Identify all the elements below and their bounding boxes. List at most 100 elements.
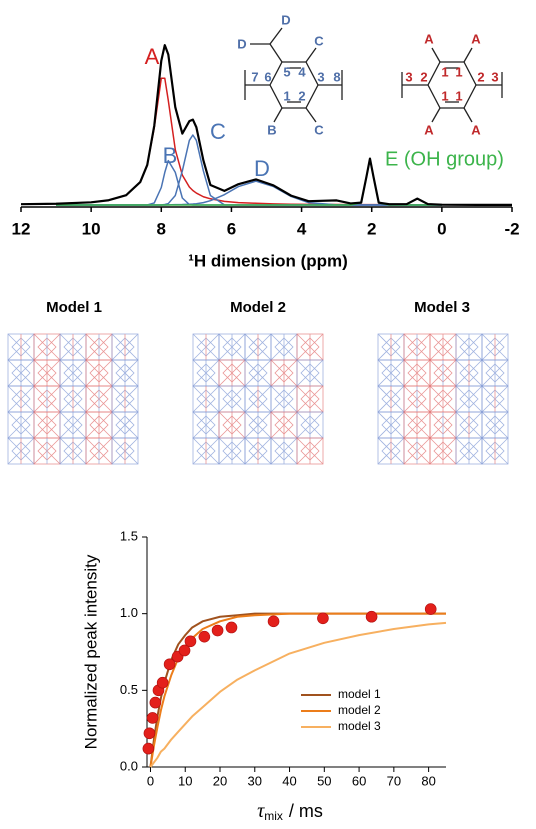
x-axis-label: τmix / ms (257, 800, 323, 824)
atom-label: 2 (420, 69, 427, 84)
lattice-cell (481, 359, 509, 387)
lattice-cell (377, 359, 405, 387)
lattice-cell (59, 411, 87, 439)
lattice-cell (85, 411, 113, 439)
lattice-cell (59, 437, 87, 465)
x-tick-label: 50 (317, 773, 331, 788)
lattice-cell (296, 333, 324, 361)
lattice-cell (429, 411, 457, 439)
lattice-cell (33, 385, 61, 413)
data-point (424, 603, 437, 615)
lattice-cell (377, 437, 405, 465)
spectrum-line (56, 180, 442, 206)
lattice-cell (59, 359, 87, 387)
model-line (149, 612, 446, 768)
x-axis-label: ¹H dimension (ppm) (188, 251, 348, 270)
lattice-cell (218, 385, 246, 413)
peak-label: E (OH group) (385, 148, 504, 170)
lattice-cell (218, 333, 246, 361)
x-tick-label: 4 (297, 219, 307, 238)
lattice-cell (270, 333, 298, 361)
lattice-cell (7, 411, 35, 439)
lattice-cell (192, 385, 220, 413)
atom-label: A (424, 122, 434, 137)
lattice-cell (377, 385, 405, 413)
lattice-cell (377, 333, 405, 361)
lattice-cell (377, 411, 405, 439)
legend-label: model 1 (338, 687, 381, 701)
lattice-cell (244, 385, 272, 413)
peak-label: C (210, 119, 226, 144)
y-tick-label: 0.0 (120, 758, 138, 773)
lattice-cell (218, 359, 246, 387)
peak-label: B (163, 143, 178, 168)
data-point (267, 615, 280, 628)
data-point (365, 610, 378, 623)
model-title: Model 1 (46, 299, 102, 316)
lattice-cell (7, 385, 35, 413)
lattice-cell (111, 333, 139, 361)
x-tick-label: 70 (387, 773, 401, 788)
lattice-cell (111, 385, 139, 413)
spectrum-line (20, 44, 512, 206)
atom-label: 4 (298, 64, 306, 79)
data-point (156, 676, 169, 689)
data-point (178, 644, 191, 657)
lattice-cell (429, 359, 457, 387)
x-tick-label: 80 (421, 773, 435, 788)
x-tick-label: 0 (147, 773, 154, 788)
data-point (225, 621, 238, 634)
lattice-cell (270, 411, 298, 439)
lattice-cell (455, 359, 483, 387)
x-axis-label-subscript: mix (264, 809, 283, 823)
spectrum-line (56, 134, 442, 206)
lattice-cell (7, 333, 35, 361)
lattice-cell (33, 437, 61, 465)
atom-label: B (267, 122, 276, 137)
lattice-cell (59, 333, 87, 361)
atom-label: 1 (441, 88, 448, 103)
peak-label: D (254, 156, 270, 181)
x-tick-label: 40 (282, 773, 296, 788)
lattice-cell (296, 359, 324, 387)
lattice-cell (296, 437, 324, 465)
y-tick-label: 1.0 (120, 605, 138, 620)
x-tick-label: 60 (352, 773, 366, 788)
atom-label: 2 (298, 88, 305, 103)
lattice-cell (481, 437, 509, 465)
atom-label: C (314, 122, 324, 137)
lattice-cell (270, 359, 298, 387)
atom-label: 7 (251, 69, 258, 84)
data-point (143, 727, 156, 740)
lattice-cell (481, 385, 509, 413)
y-tick-label: 0.5 (120, 682, 138, 697)
lattice-cell (111, 359, 139, 387)
x-tick-label: 10 (178, 773, 192, 788)
model-title: Model 3 (414, 299, 470, 316)
atom-label: D (281, 12, 290, 27)
x-tick-label: 2 (367, 219, 376, 238)
data-point (146, 712, 159, 724)
lattice-cell (33, 359, 61, 387)
lattice-cell (403, 333, 431, 361)
atom-label: 1 (455, 88, 462, 103)
atom-label: 3 (405, 69, 412, 84)
atom-label: 6 (264, 69, 271, 84)
lattice-cell (33, 333, 61, 361)
lattice-cell (244, 359, 272, 387)
atom-label: 3 (491, 69, 498, 84)
x-tick-label: 8 (157, 219, 166, 238)
lattice-cell (403, 359, 431, 387)
lattice-cell (481, 411, 509, 439)
lattice-cell (218, 437, 246, 465)
atom-label: 1 (283, 88, 290, 103)
lattice-cell (270, 385, 298, 413)
x-tick-label: 12 (12, 219, 31, 238)
model-line (149, 621, 447, 768)
atom-label: 5 (283, 64, 290, 79)
data-point (184, 635, 197, 648)
lattice-cell (455, 333, 483, 361)
lattice-cell (85, 437, 113, 465)
atom-label: 1 (441, 64, 448, 79)
